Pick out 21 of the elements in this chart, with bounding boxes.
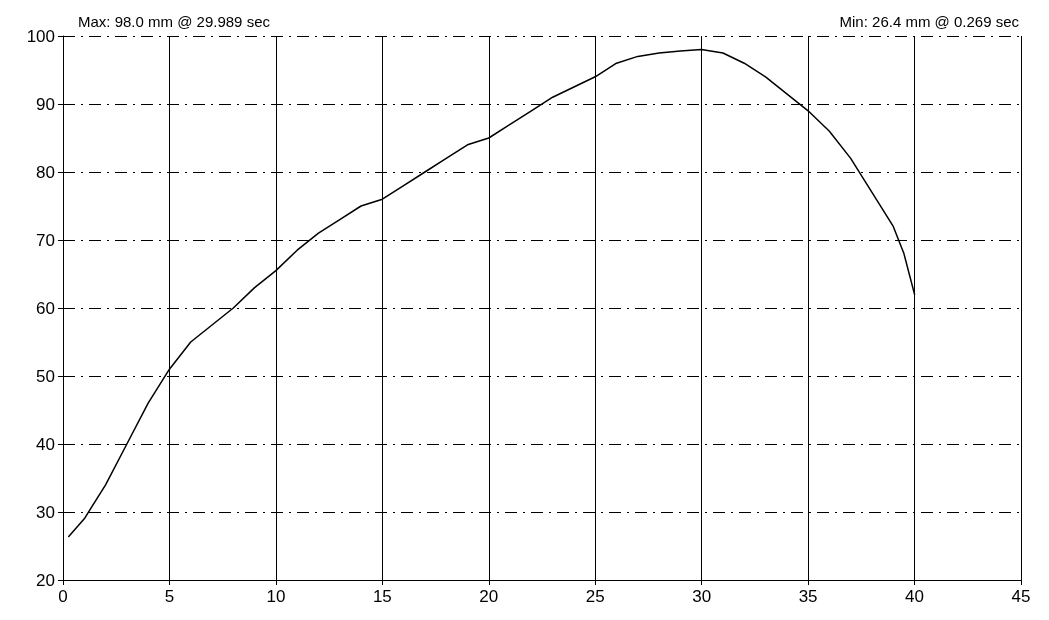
y-tick-label: 80 [36,162,55,182]
y-tick-label: 40 [36,434,55,454]
y-tick-label: 50 [36,366,55,386]
x-tick-label: 10 [266,587,286,606]
x-tick-label: 15 [372,587,392,606]
y-tick-label: 60 [36,298,55,318]
text: Min: 26.4 mm @ 0.269 sec [839,13,1020,30]
x-tick-label: 20 [479,587,499,606]
x-tick-label: 35 [798,587,818,606]
x-tick-label: 25 [585,587,605,606]
text: Max: 98.0 mm @ 29.989 sec [78,13,271,30]
x-tick-label: 0 [58,587,68,606]
y-tick-label: 30 [36,502,55,522]
x-tick-label: 30 [692,587,712,606]
y-tick-label: 70 [36,230,55,250]
x-tick-label: 40 [905,587,925,606]
y-tick-label: 20 [36,570,55,590]
x-tick-label: 45 [1011,587,1031,606]
y-tick-label: 90 [36,94,55,114]
x-tick-label: 5 [164,587,175,606]
y-tick-label: 100 [26,26,55,46]
